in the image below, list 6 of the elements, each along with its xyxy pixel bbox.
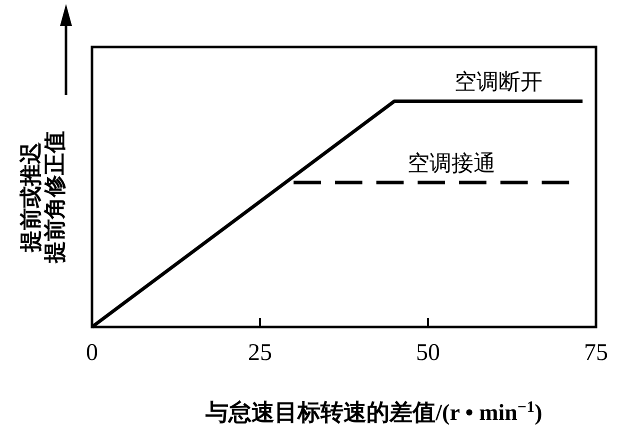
xtick-label: 25	[248, 340, 272, 366]
xtick-label: 50	[416, 340, 440, 366]
xtick-label: 75	[584, 340, 608, 366]
xlabel: 与怠速目标转速的差值/(r • min$^{−1}$)	[206, 398, 542, 425]
ylabel: 提前或推迟提前角修正值	[18, 131, 67, 263]
xtick-label: 0	[86, 340, 98, 366]
